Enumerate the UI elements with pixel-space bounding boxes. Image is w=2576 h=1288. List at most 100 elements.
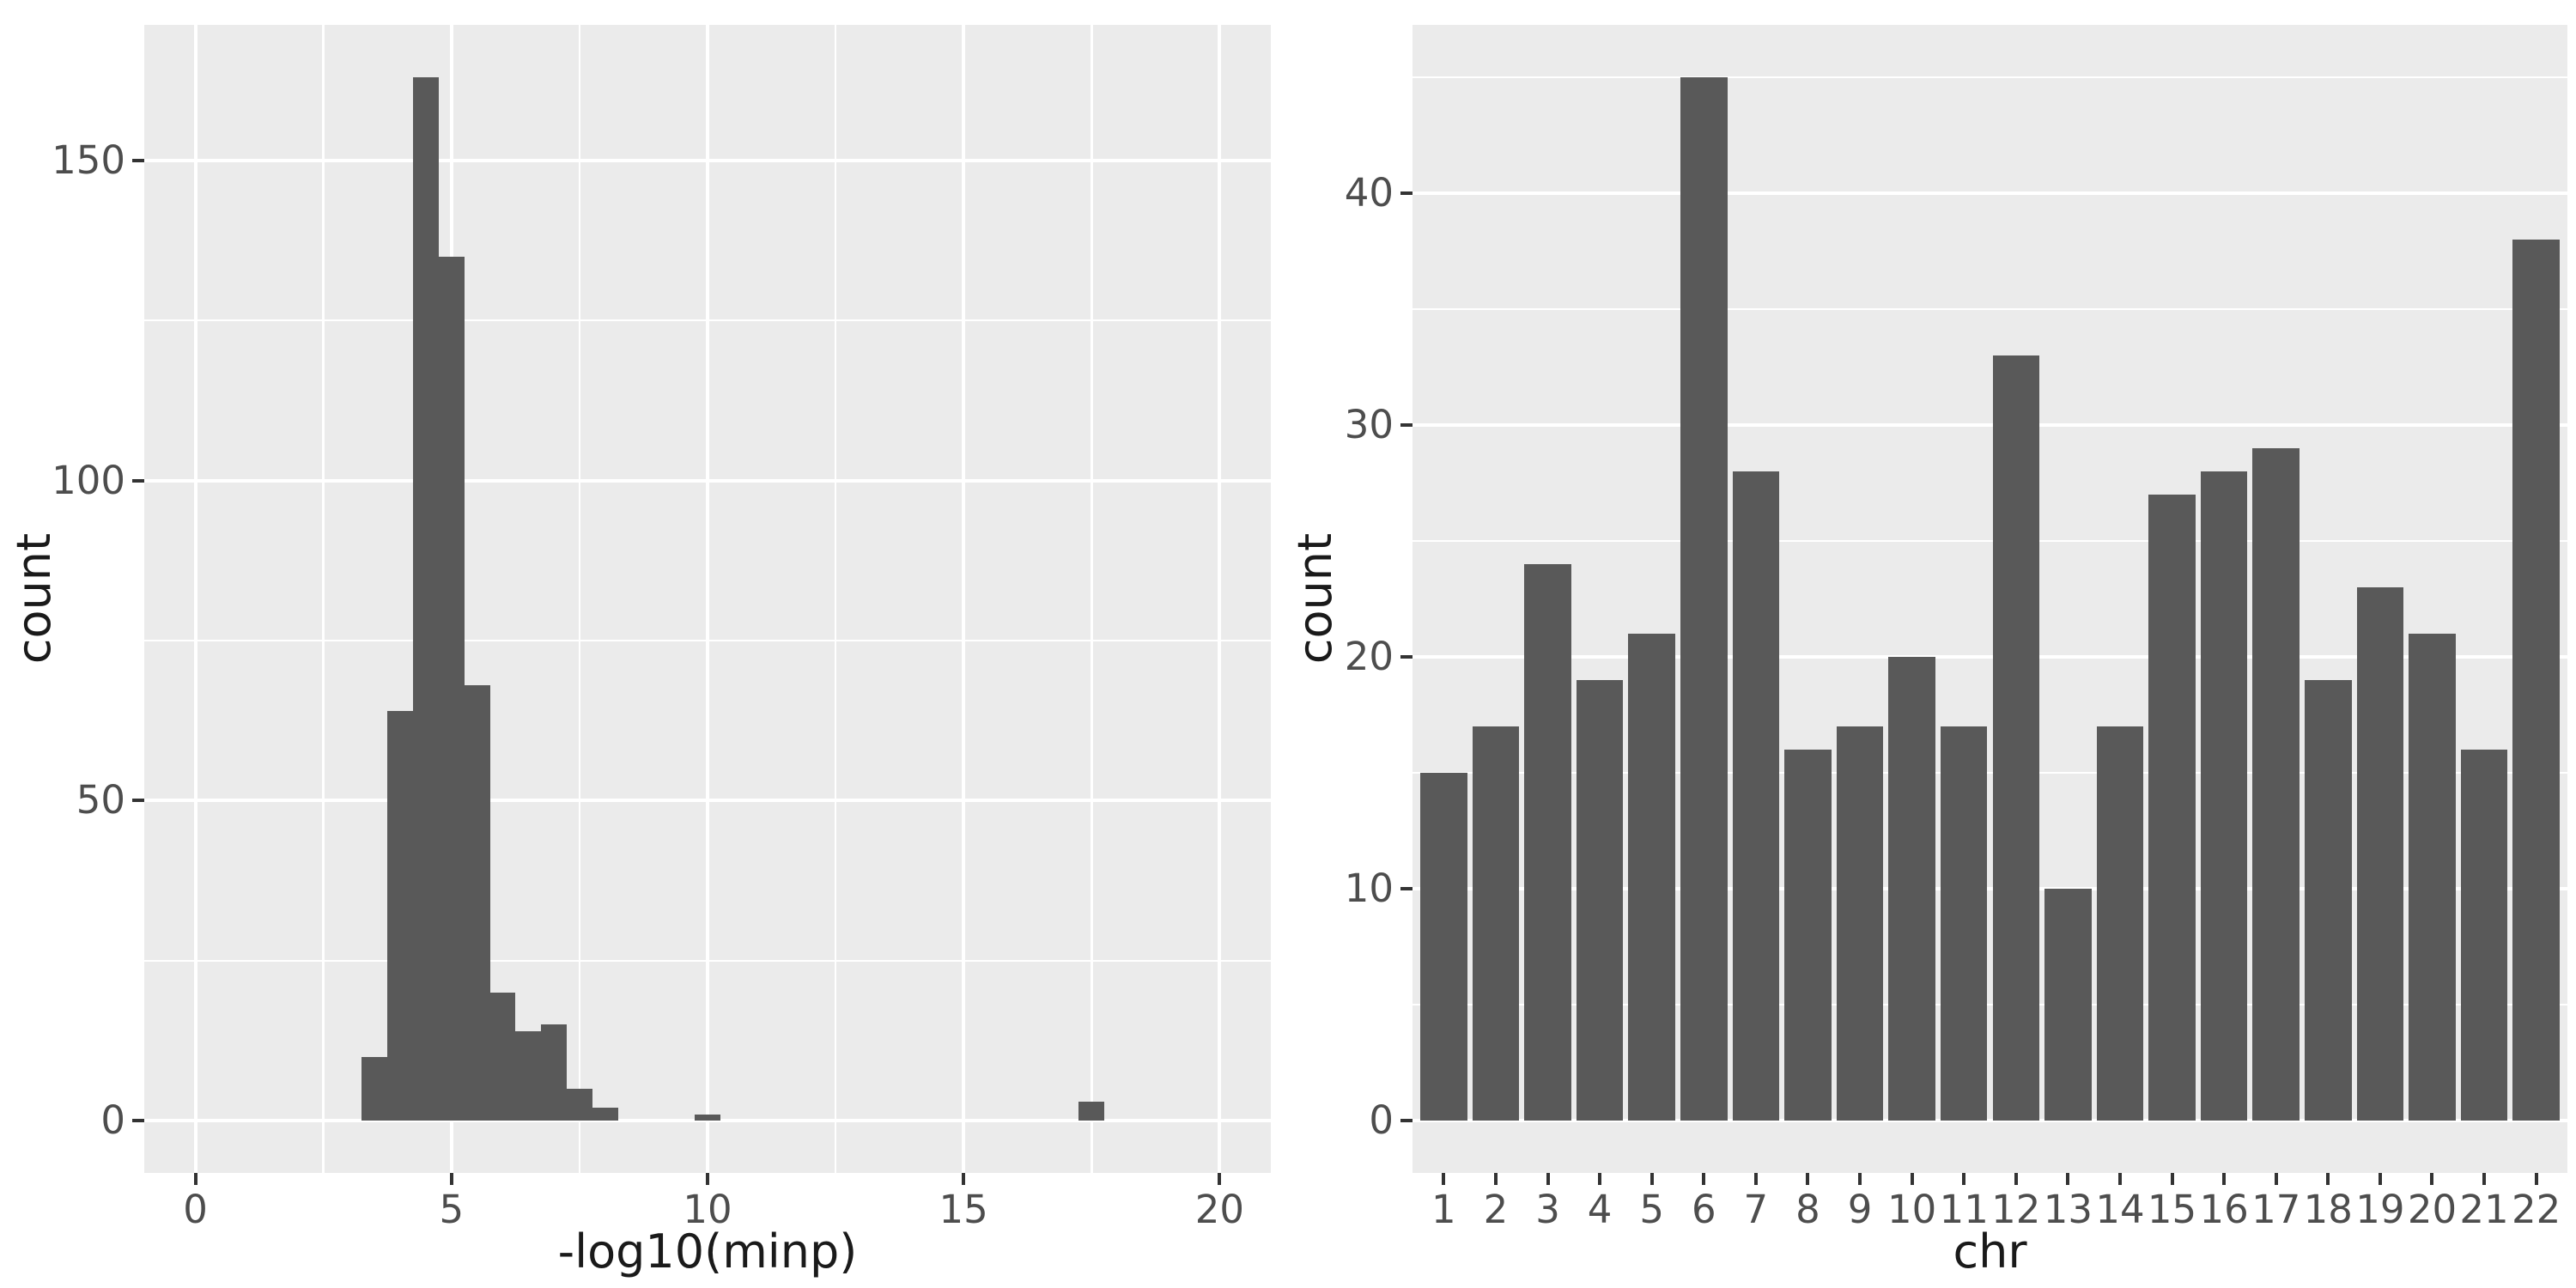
x-tick-mark bbox=[1702, 1173, 1706, 1185]
category-bar bbox=[1836, 726, 1884, 1121]
x-tick-label: 17 bbox=[2251, 1187, 2301, 1232]
histogram-bar bbox=[592, 1108, 618, 1121]
category-bar bbox=[1992, 355, 2040, 1121]
category-bar bbox=[1472, 726, 1520, 1121]
x-major-gridline bbox=[193, 25, 197, 1173]
x-tick-mark bbox=[2014, 1173, 2018, 1185]
x-tick-label: 8 bbox=[1795, 1187, 1820, 1232]
x-tick-label: 19 bbox=[2355, 1187, 2405, 1232]
x-tick-mark bbox=[1218, 1173, 1222, 1185]
category-bar bbox=[1420, 773, 1467, 1121]
x-tick-mark bbox=[2482, 1173, 2487, 1185]
category-bar bbox=[2252, 447, 2300, 1121]
x-tick-mark bbox=[2170, 1173, 2174, 1185]
histogram-bar bbox=[515, 1030, 542, 1121]
x-tick-label: 13 bbox=[2043, 1187, 2093, 1232]
y-minor-gridline bbox=[1413, 1003, 2567, 1006]
x-tick-label: 18 bbox=[2303, 1187, 2353, 1232]
category-bar bbox=[1680, 76, 1728, 1121]
category-bar bbox=[2096, 726, 2144, 1121]
x-tick-mark bbox=[2430, 1173, 2434, 1185]
y-major-gridline bbox=[1413, 887, 2567, 891]
x-tick-label: 2 bbox=[1483, 1187, 1509, 1232]
x-tick-label: 9 bbox=[1847, 1187, 1873, 1232]
category-bar bbox=[1940, 726, 1988, 1121]
category-bar bbox=[2512, 239, 2560, 1121]
x-major-gridline bbox=[706, 25, 709, 1173]
x-minor-gridline bbox=[578, 25, 581, 1173]
x-tick-label: 4 bbox=[1587, 1187, 1613, 1232]
y-minor-gridline bbox=[1413, 307, 2567, 311]
category-bar bbox=[1628, 634, 1675, 1121]
y-minor-gridline bbox=[1413, 771, 2567, 775]
y-tick-mark bbox=[132, 158, 144, 162]
x-tick-label: 5 bbox=[439, 1187, 465, 1232]
y-minor-gridline bbox=[1413, 76, 2567, 79]
x-tick-label: 1 bbox=[1431, 1187, 1456, 1232]
x-major-gridline bbox=[1218, 25, 1222, 1173]
x-tick-mark bbox=[1442, 1173, 1446, 1185]
x-tick-label: 12 bbox=[1991, 1187, 2041, 1232]
x-minor-gridline bbox=[834, 25, 837, 1173]
category-bar bbox=[2044, 889, 2092, 1121]
histogram-bar bbox=[413, 76, 439, 1121]
y-tick-label: 40 bbox=[1344, 169, 1394, 216]
x-tick-mark bbox=[2274, 1173, 2278, 1185]
x-tick-label: 21 bbox=[2459, 1187, 2509, 1232]
x-tick-label: 5 bbox=[1639, 1187, 1664, 1232]
category-bar bbox=[2200, 471, 2248, 1121]
x-tick-mark bbox=[2222, 1173, 2227, 1185]
category-bar bbox=[2409, 634, 2456, 1121]
x-tick-mark bbox=[2117, 1173, 2122, 1185]
y-tick-mark bbox=[1400, 422, 1413, 427]
y-tick-label: 20 bbox=[1344, 634, 1394, 680]
x-tick-label: 14 bbox=[2095, 1187, 2145, 1232]
y-tick-mark bbox=[1400, 655, 1413, 659]
category-bar bbox=[1784, 750, 1832, 1121]
x-tick-mark bbox=[962, 1173, 966, 1185]
x-minor-gridline bbox=[1091, 25, 1093, 1173]
histogram-bar bbox=[438, 256, 465, 1121]
y-major-gridline bbox=[1413, 1119, 2567, 1123]
y-tick-label: 150 bbox=[52, 137, 125, 183]
x-tick-mark bbox=[1858, 1173, 1862, 1185]
y-tick-mark bbox=[132, 1119, 144, 1123]
x-tick-label: 11 bbox=[1939, 1187, 1989, 1232]
x-tick-label: 20 bbox=[1194, 1187, 1244, 1232]
x-tick-mark bbox=[193, 1173, 197, 1185]
y-tick-mark bbox=[132, 799, 144, 803]
x-tick-label: 6 bbox=[1691, 1187, 1716, 1232]
x-tick-mark bbox=[1546, 1173, 1550, 1185]
x-tick-mark bbox=[2326, 1173, 2330, 1185]
right-x-axis-title: chr bbox=[1953, 1224, 2027, 1279]
category-bar bbox=[1576, 680, 1624, 1121]
x-tick-mark bbox=[1649, 1173, 1654, 1185]
x-tick-mark bbox=[1910, 1173, 1914, 1185]
y-tick-mark bbox=[1400, 887, 1413, 891]
category-bar bbox=[1732, 471, 1780, 1121]
x-tick-label: 15 bbox=[2147, 1187, 2197, 1232]
y-tick-mark bbox=[1400, 191, 1413, 195]
x-tick-mark bbox=[1962, 1173, 1966, 1185]
x-tick-mark bbox=[1753, 1173, 1758, 1185]
histogram-bar bbox=[1078, 1101, 1105, 1121]
x-tick-mark bbox=[706, 1173, 709, 1185]
x-tick-mark bbox=[449, 1173, 453, 1185]
histogram-bar bbox=[489, 993, 516, 1121]
histogram-bar bbox=[464, 685, 490, 1121]
y-tick-label: 0 bbox=[1369, 1097, 1394, 1144]
category-bar bbox=[1524, 563, 1571, 1121]
x-tick-label: 22 bbox=[2512, 1187, 2561, 1232]
y-minor-gridline bbox=[1413, 539, 2567, 543]
histogram-bar bbox=[567, 1088, 592, 1121]
histogram-bar bbox=[361, 1056, 388, 1121]
y-major-gridline bbox=[1413, 191, 2567, 195]
y-major-gridline bbox=[1413, 655, 2567, 659]
y-tick-label: 50 bbox=[76, 777, 125, 823]
right-y-axis-title: count bbox=[1288, 532, 1342, 665]
x-tick-mark bbox=[2066, 1173, 2070, 1185]
x-tick-label: 15 bbox=[939, 1187, 988, 1232]
y-tick-mark bbox=[132, 478, 144, 483]
x-major-gridline bbox=[962, 25, 966, 1173]
